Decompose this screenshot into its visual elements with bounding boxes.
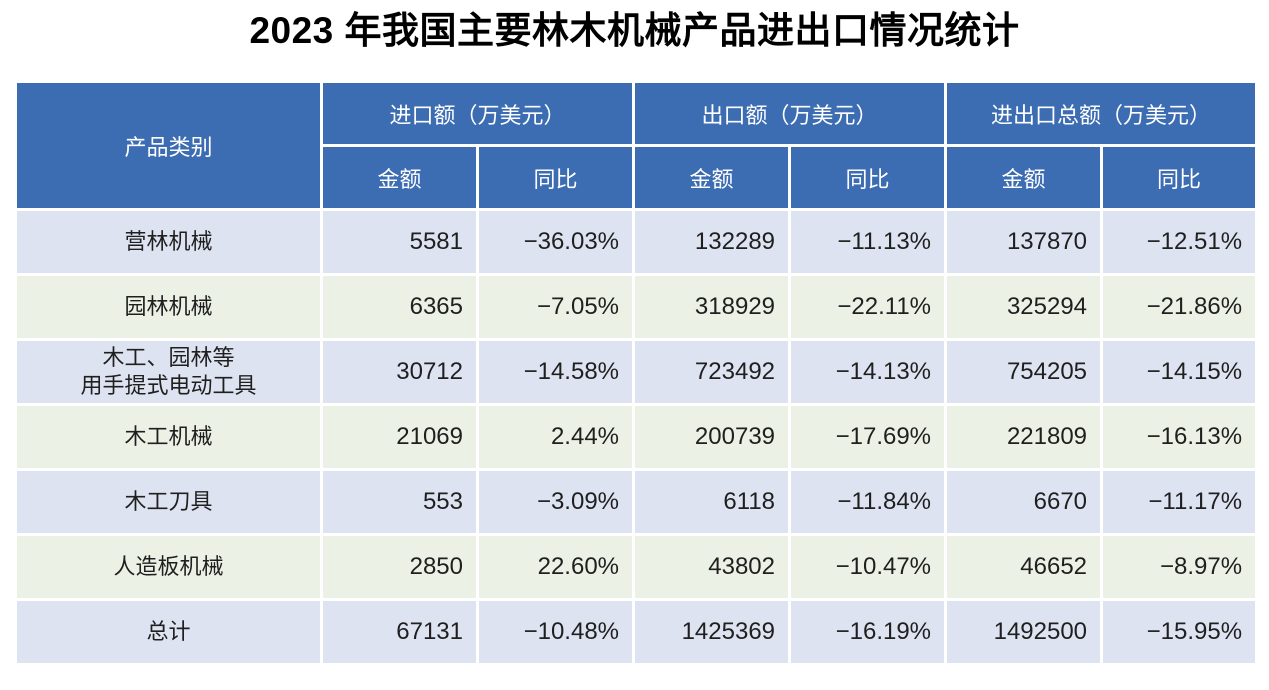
cell-category: 木工、园林等 用手提式电动工具 bbox=[14, 338, 323, 407]
cell-export-yoy: −17.69% bbox=[788, 403, 948, 472]
cell-import-amount: 553 bbox=[320, 468, 479, 537]
cell-category: 木工机械 bbox=[14, 403, 323, 472]
table-header: 产品类别 进口额（万美元） 出口额（万美元） 进出口总额（万美元） 金额 同比 … bbox=[14, 80, 1259, 212]
cell-export-amount: 1425369 bbox=[632, 598, 792, 667]
cell-export-yoy: −14.13% bbox=[788, 338, 948, 407]
cell-total-yoy: −8.97% bbox=[1100, 533, 1259, 602]
sub-header-row: 金额 同比 金额 同比 金额 同比 bbox=[16, 144, 1259, 212]
cell-total-yoy: −21.86% bbox=[1100, 273, 1259, 342]
cell-import-yoy: −7.05% bbox=[475, 273, 636, 342]
column-header-category: 产品类别 bbox=[14, 80, 323, 212]
cell-category: 木工刀具 bbox=[14, 468, 323, 537]
cell-export-yoy: −11.84% bbox=[788, 468, 948, 537]
cell-import-amount: 67131 bbox=[320, 598, 479, 667]
cell-export-yoy: −11.13% bbox=[788, 208, 948, 277]
table-row: 人造板机械 2850 22.60% 43802 −10.47% 46652 −8… bbox=[14, 533, 1259, 602]
sub-header-import-yoy: 同比 bbox=[475, 144, 636, 212]
cell-export-yoy: −22.11% bbox=[788, 273, 948, 342]
cell-category: 人造板机械 bbox=[14, 533, 323, 602]
cell-export-yoy: −16.19% bbox=[788, 598, 948, 667]
cell-import-amount: 6365 bbox=[320, 273, 479, 342]
sub-header-export-yoy: 同比 bbox=[788, 144, 948, 212]
cell-export-amount: 43802 bbox=[632, 533, 792, 602]
cell-import-yoy: −36.03% bbox=[475, 208, 636, 277]
cell-import-amount: 2850 bbox=[320, 533, 479, 602]
table-row: 木工、园林等 用手提式电动工具 30712 −14.58% 723492 −14… bbox=[14, 338, 1259, 407]
cell-import-yoy: 2.44% bbox=[475, 403, 636, 472]
cell-import-amount: 5581 bbox=[320, 208, 479, 277]
group-header-total: 进出口总额（万美元） bbox=[944, 80, 1259, 148]
cell-total-yoy: −14.15% bbox=[1100, 338, 1259, 407]
cell-total-amount: 1492500 bbox=[944, 598, 1104, 667]
cell-category: 营林机械 bbox=[14, 208, 323, 277]
cell-category: 总计 bbox=[14, 598, 323, 667]
cell-total-amount: 46652 bbox=[944, 533, 1104, 602]
table-row: 营林机械 5581 −36.03% 132289 −11.13% 137870 … bbox=[14, 208, 1259, 277]
cell-total-yoy: −11.17% bbox=[1100, 468, 1259, 537]
cell-total-amount: 137870 bbox=[944, 208, 1104, 277]
cell-export-amount: 200739 bbox=[632, 403, 792, 472]
group-header-export: 出口额（万美元） bbox=[632, 80, 948, 148]
cell-export-amount: 723492 bbox=[632, 338, 792, 407]
group-header-import: 进口额（万美元） bbox=[319, 80, 636, 148]
cell-import-yoy: −3.09% bbox=[475, 468, 636, 537]
cell-total-amount: 754205 bbox=[944, 338, 1104, 407]
cell-total-yoy: −12.51% bbox=[1100, 208, 1259, 277]
table-row: 木工机械 21069 2.44% 200739 −17.69% 221809 −… bbox=[14, 403, 1259, 472]
cell-total-amount: 325294 bbox=[944, 273, 1104, 342]
cell-category: 园林机械 bbox=[14, 273, 323, 342]
table-body: 营林机械 5581 −36.03% 132289 −11.13% 137870 … bbox=[14, 208, 1259, 667]
cell-import-amount: 21069 bbox=[320, 403, 479, 472]
cell-import-yoy: −10.48% bbox=[475, 598, 636, 667]
sub-header-export-amount: 金额 bbox=[632, 144, 792, 212]
cell-total-amount: 221809 bbox=[944, 403, 1104, 472]
cell-total-yoy: −16.13% bbox=[1100, 403, 1259, 472]
group-header-row: 产品类别 进口额（万美元） 出口额（万美元） 进出口总额（万美元） bbox=[14, 80, 1259, 212]
cell-total-yoy: −15.95% bbox=[1100, 598, 1259, 667]
table-row: 园林机械 6365 −7.05% 318929 −22.11% 325294 −… bbox=[14, 273, 1259, 342]
cell-export-amount: 318929 bbox=[632, 273, 792, 342]
page-title: 2023 年我国主要林木机械产品进出口情况统计 bbox=[249, 10, 1020, 51]
sub-header-total-amount: 金额 bbox=[944, 144, 1104, 212]
cell-export-amount: 132289 bbox=[632, 208, 792, 277]
cell-export-amount: 6118 bbox=[632, 468, 792, 537]
cell-import-yoy: −14.58% bbox=[475, 338, 636, 407]
sub-header-import-amount: 金额 bbox=[320, 144, 479, 212]
table-row: 木工刀具 553 −3.09% 6118 −11.84% 6670 −11.17… bbox=[14, 468, 1259, 537]
cell-import-yoy: 22.60% bbox=[475, 533, 636, 602]
import-export-stats-table: 产品类别 进口额（万美元） 出口额（万美元） 进出口总额（万美元） 金额 同比 … bbox=[14, 80, 1259, 667]
sub-header-total-yoy: 同比 bbox=[1100, 144, 1259, 212]
cell-export-yoy: −10.47% bbox=[788, 533, 948, 602]
cell-import-amount: 30712 bbox=[320, 338, 479, 407]
cell-total-amount: 6670 bbox=[944, 468, 1104, 537]
table-row-total: 总计 67131 −10.48% 1425369 −16.19% 1492500… bbox=[14, 598, 1259, 667]
